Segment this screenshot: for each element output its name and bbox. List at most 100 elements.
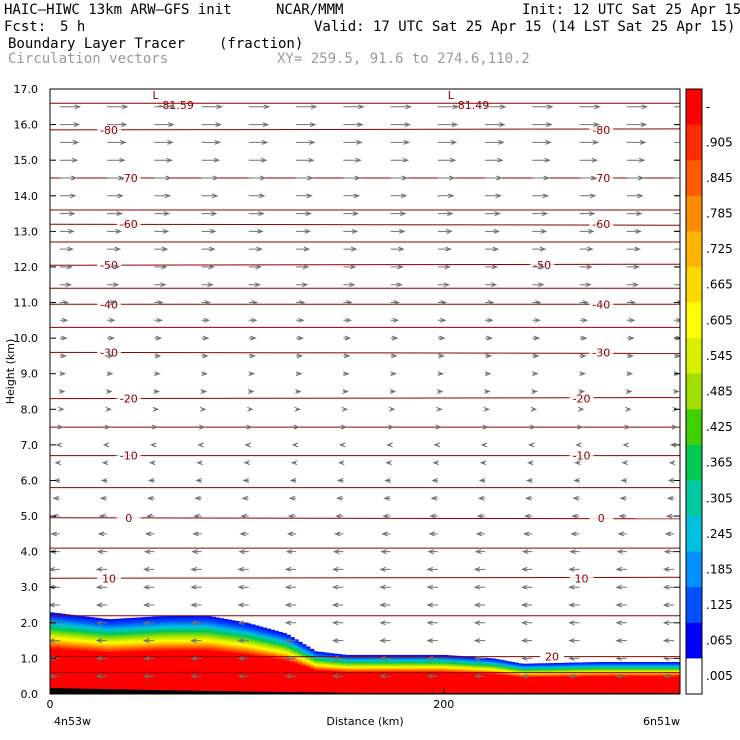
vector-arrow bbox=[428, 531, 438, 537]
tracer-strip bbox=[601, 662, 606, 694]
tracer-strip bbox=[530, 663, 535, 694]
vector-arrow bbox=[485, 193, 502, 199]
vector-arrow bbox=[473, 673, 486, 679]
vector-arrow bbox=[662, 620, 675, 626]
contour-line bbox=[50, 128, 680, 131]
vector-arrow bbox=[284, 655, 297, 661]
tracer-strip bbox=[53, 612, 59, 694]
tracer-strip bbox=[471, 657, 476, 694]
contour-label-bg bbox=[97, 123, 122, 136]
tracer-strip bbox=[557, 662, 563, 694]
vector-arrow bbox=[662, 602, 675, 608]
colorbar-label: .365 bbox=[706, 456, 733, 470]
tracer-strip bbox=[498, 659, 504, 694]
colorbar-swatch bbox=[686, 587, 702, 624]
vector-arrow bbox=[626, 139, 647, 145]
vector-arrow bbox=[191, 549, 202, 555]
vector-arrow bbox=[193, 513, 202, 519]
vector-arrow bbox=[296, 104, 318, 110]
tracer-field bbox=[50, 612, 680, 694]
valid-time: Valid: 17 UTC Sat 25 Apr 15 (14 LST Sat … bbox=[314, 19, 736, 35]
tracer-strip bbox=[396, 654, 401, 694]
vector-arrow bbox=[248, 175, 267, 181]
vector-arrow bbox=[50, 673, 60, 679]
tracer-strip bbox=[624, 662, 630, 694]
tracer-strip bbox=[380, 654, 386, 694]
tracer-strip bbox=[617, 662, 622, 694]
colorbar-swatch bbox=[686, 160, 702, 197]
contour-label-bg bbox=[97, 298, 122, 311]
tracer-strip bbox=[388, 654, 394, 694]
vector-arrow bbox=[153, 389, 160, 394]
tracer-strip bbox=[439, 654, 445, 694]
vector-arrow bbox=[201, 264, 215, 270]
vector-arrow bbox=[143, 549, 155, 555]
tracer-strip bbox=[160, 616, 165, 694]
tracer-strip bbox=[207, 616, 212, 694]
vector-arrow bbox=[579, 211, 596, 217]
tracer-strip bbox=[609, 662, 614, 694]
vector-arrow bbox=[522, 531, 533, 537]
vector-arrow bbox=[520, 655, 533, 661]
vector-arrow bbox=[154, 193, 172, 199]
vector-arrow bbox=[520, 620, 533, 626]
colorbar-label: .605 bbox=[706, 313, 733, 327]
vector-arrow bbox=[615, 655, 627, 661]
vector-arrow bbox=[50, 602, 60, 608]
circulation-vectors bbox=[50, 104, 680, 679]
tracer-strip bbox=[50, 612, 55, 694]
contour-label: -70 bbox=[592, 172, 610, 185]
vector-arrow bbox=[296, 282, 309, 288]
tracer-strip bbox=[455, 655, 461, 694]
vector-arrow bbox=[343, 175, 361, 181]
vector-arrow bbox=[107, 335, 115, 341]
vector-arrow bbox=[343, 371, 350, 377]
vector-arrow bbox=[674, 213, 680, 215]
vector-arrow bbox=[674, 141, 680, 143]
vector-arrow bbox=[97, 531, 108, 537]
contour-label-bg bbox=[589, 298, 614, 311]
vector-arrow bbox=[531, 389, 538, 394]
contour-label: -20 bbox=[573, 393, 591, 406]
vector-arrow bbox=[381, 531, 391, 537]
tracer-strip bbox=[77, 615, 83, 694]
vector-arrow bbox=[196, 460, 203, 466]
colorbar-swatch bbox=[686, 409, 702, 446]
vector-arrow bbox=[473, 566, 486, 572]
tracer-strip bbox=[459, 656, 464, 694]
vector-arrow bbox=[248, 264, 262, 270]
vector-arrow bbox=[674, 317, 680, 323]
contour-line bbox=[50, 351, 680, 354]
tracer-strip bbox=[282, 633, 287, 694]
tracer-strip bbox=[215, 617, 220, 694]
vector-arrow bbox=[622, 442, 629, 448]
vector-arrow bbox=[296, 193, 313, 199]
colorbar-label: .845 bbox=[706, 171, 733, 185]
vector-arrow bbox=[142, 673, 155, 679]
vector-arrow bbox=[201, 193, 219, 199]
vector-arrow bbox=[248, 282, 262, 288]
vector-arrow bbox=[238, 549, 249, 555]
vector-arrow bbox=[577, 424, 584, 430]
contour-label: -80 bbox=[100, 124, 118, 137]
vector-arrow bbox=[626, 317, 636, 323]
vector-arrow bbox=[343, 228, 359, 234]
vector-arrow bbox=[437, 157, 457, 163]
vector-arrow bbox=[95, 566, 108, 572]
vector-arrow bbox=[568, 655, 580, 661]
colorbar-label: .005 bbox=[706, 669, 733, 683]
vector-arrow bbox=[199, 424, 206, 430]
tracer-strip bbox=[632, 662, 638, 694]
y-tick-label: 6.0 bbox=[21, 474, 39, 487]
tracer-strip bbox=[597, 662, 602, 694]
vector-arrow bbox=[485, 104, 507, 110]
y-tick-label: 17.0 bbox=[14, 83, 39, 96]
vector-arrow bbox=[194, 495, 202, 501]
vector-arrow bbox=[286, 531, 297, 537]
vector-arrow bbox=[579, 335, 588, 341]
vector-arrow bbox=[473, 655, 486, 661]
vector-arrow bbox=[331, 673, 344, 679]
tracer-strip bbox=[404, 654, 409, 694]
vector-arrow bbox=[437, 193, 455, 199]
